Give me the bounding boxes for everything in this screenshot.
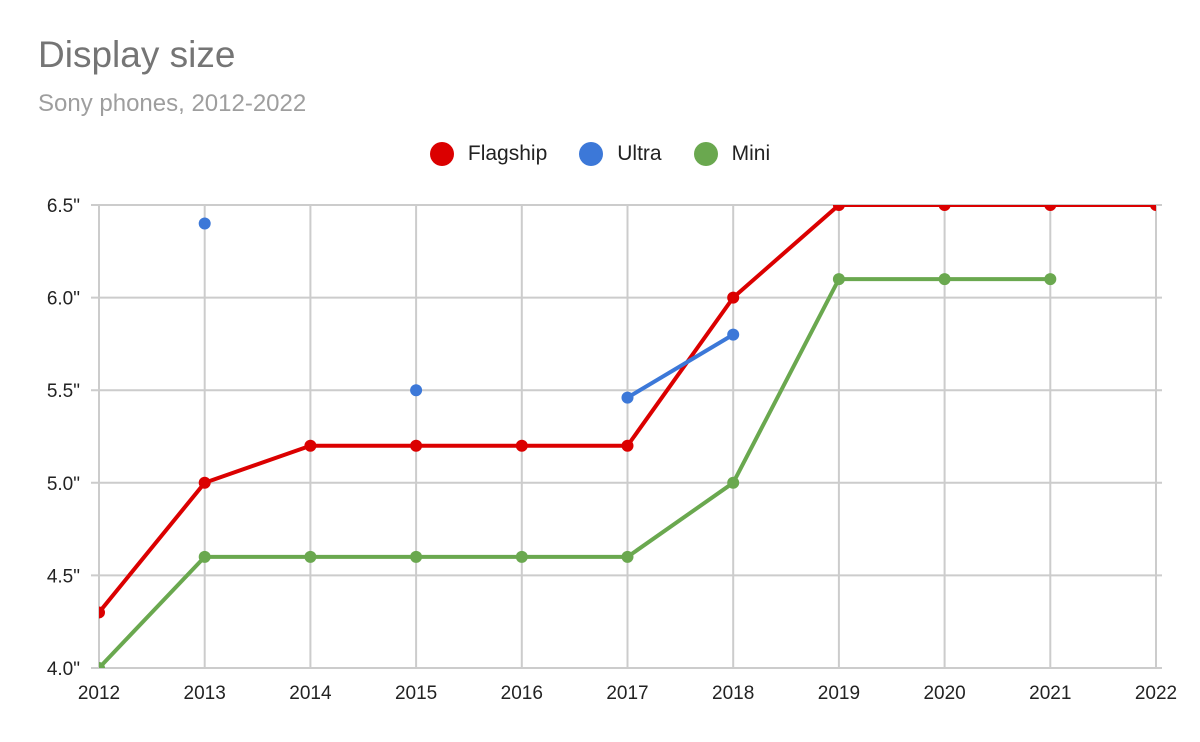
data-point[interactable] — [832, 273, 845, 286]
legend-label: Flagship — [467, 142, 548, 165]
x-tick-label: 2016 — [501, 683, 543, 704]
data-point[interactable] — [198, 550, 211, 563]
x-tick-label: 2017 — [606, 683, 648, 704]
y-tick-label: 6.0" — [47, 289, 80, 310]
x-tick-label: 2022 — [1135, 683, 1177, 704]
data-point[interactable] — [410, 439, 423, 452]
data-point[interactable] — [198, 476, 211, 489]
series-line — [99, 277, 1051, 668]
chart-title: Display size — [38, 34, 236, 75]
data-point[interactable] — [515, 439, 528, 452]
data-point[interactable] — [727, 476, 740, 489]
gridlines — [91, 204, 1162, 669]
data-point[interactable] — [938, 273, 951, 286]
data-point[interactable] — [727, 291, 740, 304]
data-point[interactable] — [410, 384, 423, 397]
data-point[interactable] — [93, 606, 105, 619]
data-point[interactable] — [832, 199, 845, 211]
y-tick-label: 6.5" — [47, 196, 80, 217]
data-point[interactable] — [93, 662, 105, 674]
x-tick-label: 2013 — [184, 683, 226, 704]
series-ultra — [198, 217, 740, 404]
data-point[interactable] — [1150, 199, 1162, 211]
series-flagship — [93, 199, 1162, 619]
legend-item-flagship[interactable]: Flagship — [429, 142, 548, 166]
x-tick-label: 2018 — [712, 683, 754, 704]
data-point[interactable] — [1044, 199, 1057, 211]
data-point[interactable] — [515, 550, 528, 563]
x-tick-label: 2019 — [818, 683, 860, 704]
legend-label: Ultra — [617, 142, 662, 165]
chart-subtitle: Sony phones, 2012-2022 — [38, 90, 307, 117]
legend: Flagship Ultra Mini — [0, 142, 1200, 166]
data-point[interactable] — [938, 199, 951, 211]
x-tick-label: 2015 — [395, 683, 437, 704]
series-line — [626, 332, 735, 400]
data-point[interactable] — [304, 439, 317, 452]
x-tick-label: 2020 — [923, 683, 965, 704]
data-point[interactable] — [621, 550, 634, 563]
data-point[interactable] — [304, 550, 317, 563]
data-point[interactable] — [621, 439, 634, 452]
legend-item-mini[interactable]: Mini — [693, 142, 771, 166]
data-point[interactable] — [1044, 273, 1057, 286]
y-tick-label: 5.5" — [47, 381, 80, 402]
data-point[interactable] — [198, 217, 211, 230]
y-axis: 4.0" 4.5" 5.0" 5.5" 6.0" 6.5" — [47, 196, 80, 680]
x-tick-label: 2014 — [289, 683, 332, 704]
x-tick-label: 2012 — [78, 683, 120, 704]
data-point[interactable] — [410, 550, 423, 563]
legend-dot-icon — [693, 142, 718, 166]
y-tick-label: 4.0" — [47, 659, 80, 680]
legend-item-ultra[interactable]: Ultra — [579, 142, 662, 166]
data-point[interactable] — [727, 328, 740, 341]
y-tick-label: 4.5" — [47, 566, 80, 587]
x-axis: 2012 2013 2014 2015 2016 2017 2018 2019 2020 2021… — [78, 683, 1177, 704]
legend-dot-icon — [579, 142, 604, 166]
y-tick-label: 5.0" — [47, 474, 80, 495]
series-group — [93, 199, 1162, 674]
x-tick-label: 2021 — [1029, 683, 1071, 704]
series-mini — [93, 273, 1057, 674]
legend-label: Mini — [731, 142, 771, 165]
data-point[interactable] — [621, 391, 634, 404]
legend-dot-icon — [429, 142, 454, 166]
